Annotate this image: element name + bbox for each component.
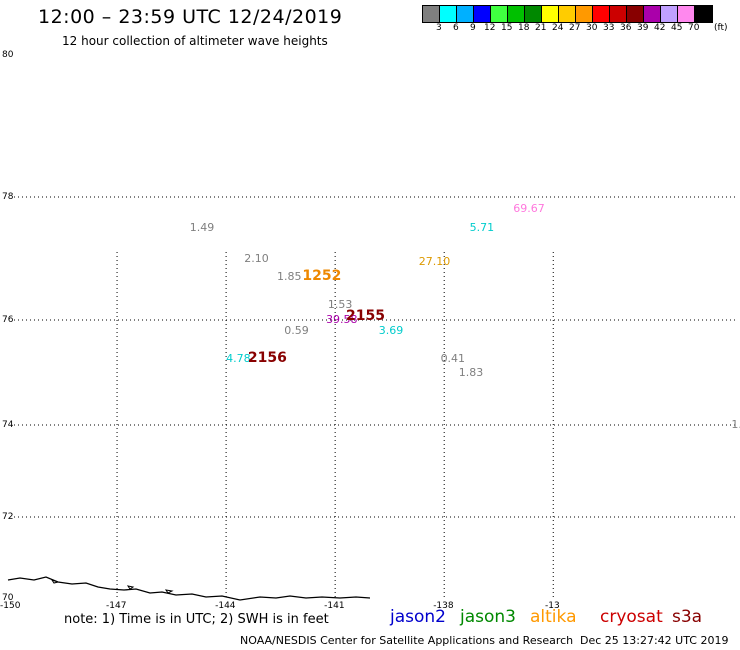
colorbar-tick-label: 42 <box>654 23 666 33</box>
coastline <box>7 576 371 601</box>
latitude-label: 78 <box>2 192 14 202</box>
colorbar-tick-label: 70 <box>688 23 700 33</box>
colorbar-swatch <box>542 6 559 22</box>
colorbar-tick-label: 12 <box>484 23 496 33</box>
latitude-label: 76 <box>2 315 14 325</box>
colorbar-tick-label: 45 <box>671 23 683 33</box>
credit-line: NOAA/NESDIS Center for Satellite Applica… <box>240 634 574 647</box>
colorbar-swatch <box>457 6 474 22</box>
colorbar-swatch <box>576 6 593 22</box>
colorbar-tick-label: 3 <box>436 23 442 33</box>
colorbar-swatch <box>678 6 695 22</box>
colorbar-tick-label: 33 <box>603 23 615 33</box>
colorbar-tick-label: 15 <box>501 23 513 33</box>
colorbar-swatch <box>474 6 491 22</box>
colorbar-unit: (ft) <box>714 23 728 33</box>
colorbar-swatch <box>644 6 661 22</box>
colorbar-tick-label: 30 <box>586 23 598 33</box>
pass-time-label: 2155 <box>346 307 386 324</box>
colorbar-swatch <box>525 6 542 22</box>
map-title: 12:00 – 23:59 UTC 12/24/2019 <box>38 6 343 28</box>
wave-height-value: 0.59 <box>284 323 309 337</box>
longitude-label: -138 <box>433 601 454 611</box>
pass-time-label: 1252 <box>302 267 342 284</box>
colorbar-tick-label: 39 <box>637 23 649 33</box>
colorbar-swatch <box>610 6 627 22</box>
colorbar-swatch <box>661 6 678 22</box>
colorbar-swatch <box>593 6 610 22</box>
colorbar-swatch <box>423 6 440 22</box>
colorbar-tick-label: 27 <box>569 23 581 33</box>
satellite-legend-altika: altika <box>530 607 577 627</box>
satellite-legend-cryosat: cryosat <box>600 607 663 627</box>
latitude-label: 70 <box>2 593 14 603</box>
colorbar-swatch <box>559 6 576 22</box>
wave-height-value: 3.69 <box>378 323 404 337</box>
generated-timestamp: Dec 25 13:27:42 UTC 2019 <box>580 634 729 647</box>
colorbar-swatch <box>627 6 644 22</box>
latitude-label: 80 <box>2 50 14 60</box>
colorbar-tick-label: 24 <box>552 23 564 33</box>
map-subtitle: 12 hour collection of altimeter wave hei… <box>62 34 328 48</box>
colorbar-tick-label: 18 <box>518 23 530 33</box>
wave-height-value: 1.85 <box>276 269 302 283</box>
colorbar <box>422 5 713 23</box>
footer-note: note: 1) Time is in UTC; 2) SWH is in fe… <box>64 612 329 627</box>
wave-height-value: 0.41 <box>440 352 466 366</box>
wave-height-value: 1. <box>731 418 740 431</box>
colorbar-swatch <box>440 6 457 22</box>
pass-time-label: 2156 <box>247 350 287 367</box>
satellite-legend-s3a: s3a <box>672 607 703 627</box>
longitude-label: -144 <box>215 601 236 611</box>
wave-height-value: 1.83 <box>458 365 484 379</box>
longitude-label: -141 <box>324 601 345 611</box>
colorbar-tick-label: 6 <box>453 23 459 33</box>
colorbar-swatch <box>491 6 508 22</box>
satellite-legend-jason2: jason2 <box>390 607 446 627</box>
wave-height-value: 1.53 <box>327 297 353 311</box>
longitude-label: -13 <box>545 601 560 611</box>
colorbar-swatch <box>695 6 712 22</box>
colorbar-tick-label: 36 <box>620 23 632 33</box>
wave-height-value: 27.10 <box>418 254 451 268</box>
colorbar-tick-label: 9 <box>470 23 476 33</box>
wave-height-value: 5.71 <box>469 220 495 234</box>
wave-height-value: 2.10 <box>244 251 269 265</box>
colorbar-tick-label: 21 <box>535 23 547 33</box>
wave-height-value: 69.67 <box>513 202 545 216</box>
latitude-label: 72 <box>2 512 14 522</box>
wave-height-value: 39.58 <box>326 313 358 326</box>
longitude-label: -147 <box>106 601 127 611</box>
colorbar-swatch <box>508 6 525 22</box>
latitude-label: 74 <box>2 420 14 430</box>
longitude-label: -150 <box>0 601 21 611</box>
wave-height-value: 4.78 <box>226 352 251 366</box>
satellite-legend-jason3: jason3 <box>460 607 516 627</box>
wave-height-value: 1.49 <box>189 220 215 234</box>
coastline-islands <box>50 579 174 594</box>
